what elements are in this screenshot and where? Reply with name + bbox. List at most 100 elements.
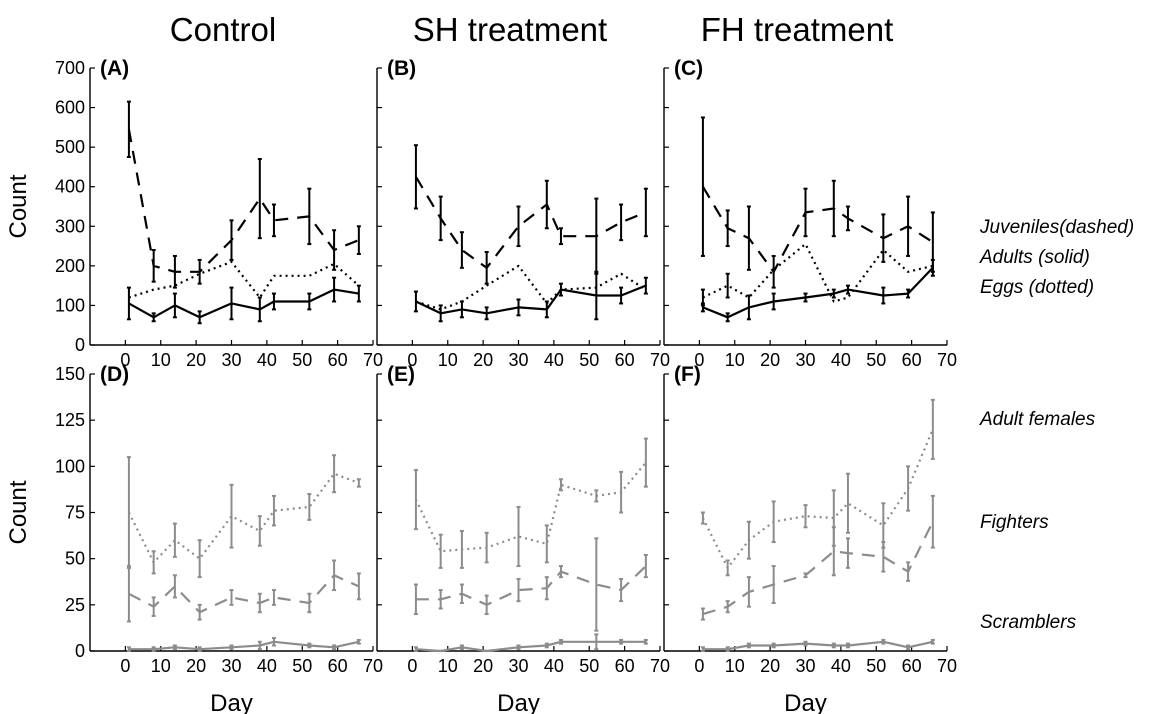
x-tick-label: 0: [407, 656, 417, 676]
x-tick-label: 10: [725, 350, 745, 370]
x-tick-label: 20: [473, 350, 493, 370]
x-tick-label: 0: [407, 350, 417, 370]
annotation-adults: Adults (solid): [979, 247, 1090, 268]
x-tick-label: 30: [508, 350, 528, 370]
panel-label: (B): [387, 57, 416, 80]
x-tick-label: 20: [186, 656, 206, 676]
x-tick-label: 30: [795, 656, 815, 676]
x-axis-title: Day: [497, 690, 540, 714]
column-title-fh-treatment: FH treatment: [701, 11, 894, 48]
series-line-dashed: [127, 129, 360, 273]
x-tick-label: 20: [186, 350, 206, 370]
x-tick-label: 60: [615, 350, 635, 370]
y-tick-label: 500: [55, 137, 85, 157]
x-tick-label: 30: [795, 350, 815, 370]
series-line-solid: [128, 288, 359, 319]
chart-panel-b: 0 10 20 30 40 50 60 70 (B): [376, 57, 670, 370]
annotation-adult-females: Adult females: [979, 409, 1096, 430]
y-tick-label: 100: [55, 295, 85, 315]
x-tick-label: 30: [221, 656, 241, 676]
annotation-eggs: Eggs (dotted): [980, 277, 1094, 298]
x-tick-label: 50: [866, 656, 886, 676]
panel-label: (E): [387, 363, 415, 386]
x-tick-label: 70: [650, 656, 670, 676]
x-tick-label: 60: [615, 656, 635, 676]
x-tick-label: 70: [937, 350, 957, 370]
x-tick-label: 40: [831, 656, 851, 676]
y-tick-label: 25: [65, 595, 85, 615]
series-line-solid: [415, 284, 647, 315]
panel-label: (D): [100, 363, 129, 386]
x-tick-label: 0: [694, 350, 704, 370]
y-tick-label: 50: [65, 549, 85, 569]
annotation-scramblers: Scramblers: [980, 612, 1077, 633]
x-tick-label: 20: [473, 656, 493, 676]
panel-label: (F): [674, 363, 701, 386]
annotation-fighters: Fighters: [980, 512, 1049, 533]
y-tick-label: 100: [55, 456, 85, 476]
x-tick-label: 40: [257, 656, 277, 676]
series-line-dashed: [128, 574, 360, 614]
x-tick-label: 40: [257, 350, 277, 370]
x-tick-label: 60: [902, 350, 922, 370]
annotation-juveniles: Juveniles(dashed): [979, 217, 1134, 238]
series-line-dotted: [414, 461, 647, 553]
series-line-dotted: [127, 472, 360, 564]
series-line-solid: [128, 640, 360, 651]
x-tick-label: 0: [120, 350, 130, 370]
x-tick-label: 20: [760, 656, 780, 676]
series-line-dashed: [415, 565, 647, 606]
y-tick-label: 400: [55, 177, 85, 197]
y-tick-label: 0: [75, 641, 85, 661]
series-line-solid: [702, 640, 934, 651]
x-tick-label: 50: [292, 656, 312, 676]
series-line-dotted: [128, 260, 360, 299]
x-tick-label: 0: [120, 656, 130, 676]
x-tick-label: 40: [831, 350, 851, 370]
chart-panel-f: 0 10 20 30 40 50 60 70 (F) Day: [663, 363, 957, 714]
y-tick-label: 0: [75, 335, 85, 355]
x-tick-label: 50: [292, 350, 312, 370]
y-tick-label: 700: [55, 58, 85, 78]
y-axis-title: Count: [5, 174, 32, 238]
x-axis-title: Day: [210, 690, 253, 714]
y-tick-label: 150: [55, 364, 85, 384]
y-axis-title: Count: [5, 480, 32, 544]
series-line-dashed: [414, 176, 647, 269]
x-tick-label: 50: [866, 350, 886, 370]
y-tick-label: 600: [55, 98, 85, 118]
x-tick-label: 0: [694, 656, 704, 676]
y-tick-label: 125: [55, 410, 85, 430]
y-tick-label: 200: [55, 256, 85, 276]
series-line-solid: [702, 267, 934, 319]
x-tick-label: 40: [544, 656, 564, 676]
x-tick-label: 30: [221, 350, 241, 370]
x-tick-label: 50: [579, 656, 599, 676]
x-tick-label: 70: [363, 350, 383, 370]
series-line-dashed: [701, 186, 934, 273]
x-tick-label: 40: [544, 350, 564, 370]
x-tick-label: 70: [363, 656, 383, 676]
series-line-solid: [415, 640, 646, 653]
x-tick-label: 70: [937, 656, 957, 676]
x-tick-label: 20: [760, 350, 780, 370]
column-title-control: Control: [170, 11, 276, 48]
x-tick-label: 10: [151, 350, 171, 370]
series-line-dotted: [415, 264, 647, 311]
y-tick-label: 300: [55, 216, 85, 236]
x-tick-label: 10: [438, 350, 458, 370]
series-line-dashed: [702, 521, 934, 616]
series-line-dotted: [701, 428, 934, 570]
x-tick-label: 10: [438, 656, 458, 676]
x-tick-label: 10: [725, 656, 745, 676]
x-tick-label: 60: [328, 350, 348, 370]
chart-panel-e: 0 10 20 30 40 50 60 70 (E) Day: [376, 363, 670, 714]
x-tick-label: 60: [328, 656, 348, 676]
panel-label: (A): [100, 57, 129, 80]
y-tick-label: 75: [65, 503, 85, 523]
chart-panel-d: 0 10 20 30 40 50 60 70 0 25 50 75 100 125 150 (D) Count D…: [5, 363, 383, 714]
x-tick-label: 70: [650, 350, 670, 370]
